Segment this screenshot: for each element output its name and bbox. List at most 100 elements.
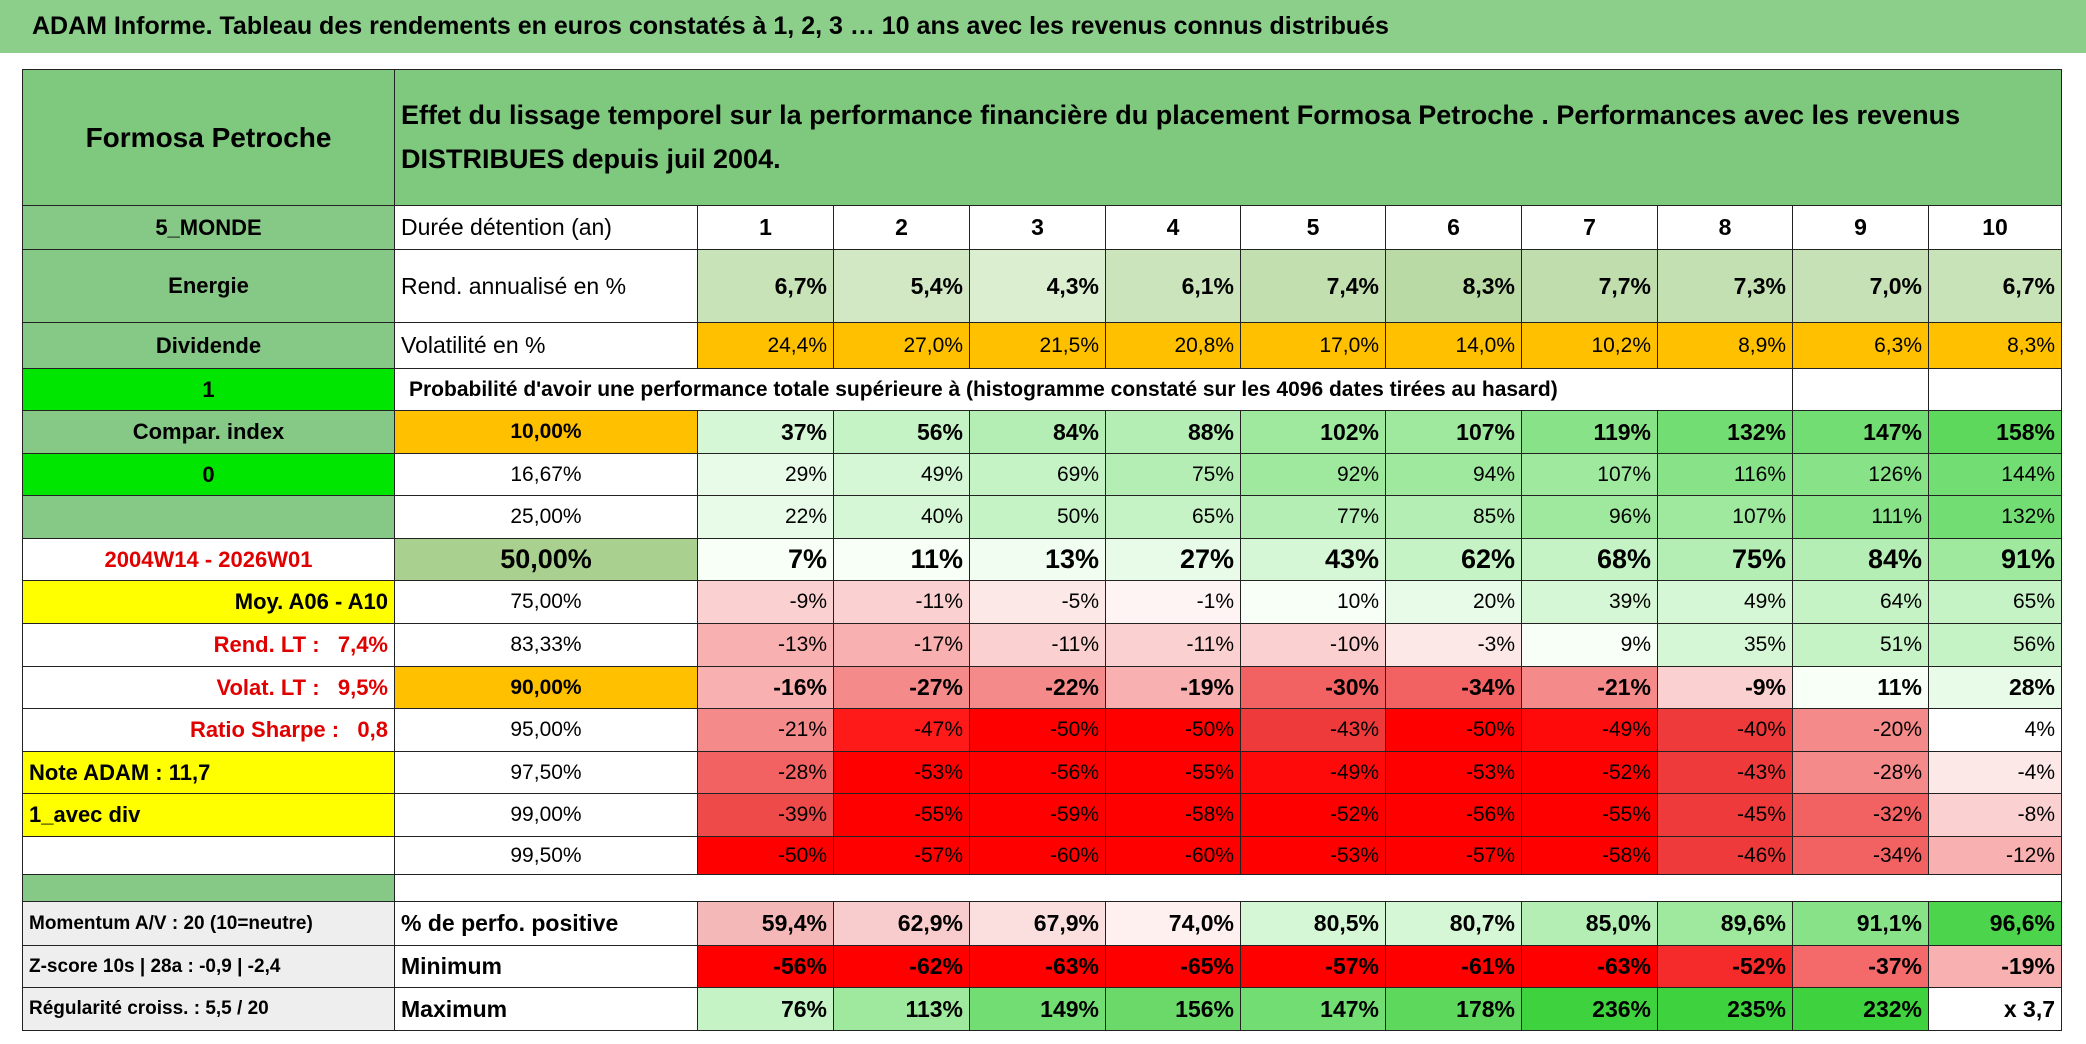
value-cell: 4%: [1929, 709, 2062, 752]
value-cell: 80,5%: [1241, 902, 1386, 946]
value-cell: -43%: [1241, 709, 1386, 752]
value-cell: 22%: [698, 496, 834, 539]
value-cell: -17%: [834, 624, 970, 667]
value-cell: 96,6%: [1929, 902, 2062, 946]
row-label: 10,00%: [395, 411, 698, 454]
value-cell: 91%: [1929, 539, 2062, 581]
value-cell: 76%: [698, 988, 834, 1031]
row-header: Momentum A/V : 20 (10=neutre): [23, 902, 395, 946]
value-cell: 59,4%: [698, 902, 834, 946]
value-cell: 49%: [1658, 581, 1793, 624]
value-cell: 236%: [1522, 988, 1658, 1031]
value-cell: 116%: [1658, 454, 1793, 496]
value-cell: -52%: [1522, 752, 1658, 794]
row-label: Durée détention (an): [395, 206, 698, 250]
value-cell: -49%: [1522, 709, 1658, 752]
value-cell: 6,7%: [1929, 250, 2062, 323]
value-cell: -61%: [1386, 946, 1522, 988]
value-cell: -9%: [698, 581, 834, 624]
value-cell: -50%: [970, 709, 1106, 752]
value-cell: -21%: [1522, 667, 1658, 709]
row-header: Z-score 10s | 28a : -0,9 | -2,4: [23, 946, 395, 988]
value-cell: -45%: [1658, 794, 1793, 837]
value-cell: 9: [1793, 206, 1929, 250]
value-cell: 75%: [1658, 539, 1793, 581]
value-cell: 40%: [834, 496, 970, 539]
value-cell: 56%: [1929, 624, 2062, 667]
value-cell: -32%: [1793, 794, 1929, 837]
value-cell: 6: [1386, 206, 1522, 250]
row-label: 97,50%: [395, 752, 698, 794]
value-cell: 6,1%: [1106, 250, 1241, 323]
row-header: [23, 496, 395, 539]
value-cell: -1%: [1106, 581, 1241, 624]
value-cell: 7,7%: [1522, 250, 1658, 323]
row-header: 2004W14 - 2026W01: [23, 539, 395, 581]
value-cell: 7%: [698, 539, 834, 581]
value-cell: -22%: [970, 667, 1106, 709]
value-cell: -46%: [1658, 837, 1793, 875]
value-cell: 4: [1106, 206, 1241, 250]
row-label: 83,33%: [395, 624, 698, 667]
value-cell: 35%: [1658, 624, 1793, 667]
value-cell: -59%: [970, 794, 1106, 837]
value-cell: 20,8%: [1106, 323, 1241, 369]
value-cell: -19%: [1106, 667, 1241, 709]
value-cell: 147%: [1241, 988, 1386, 1031]
value-cell: 126%: [1793, 454, 1929, 496]
value-cell: -5%: [970, 581, 1106, 624]
value-cell: 39%: [1522, 581, 1658, 624]
value-cell: -37%: [1793, 946, 1929, 988]
value-cell: 158%: [1929, 411, 2062, 454]
value-cell: -50%: [1106, 709, 1241, 752]
value-cell: 8,3%: [1929, 323, 2062, 369]
value-cell: 20%: [1386, 581, 1522, 624]
value-cell: -60%: [1106, 837, 1241, 875]
value-cell: 8,9%: [1658, 323, 1793, 369]
value-cell: 64%: [1793, 581, 1929, 624]
value-cell: -52%: [1241, 794, 1386, 837]
spacer: [395, 875, 2062, 902]
value-cell: 65%: [1929, 581, 2062, 624]
value-cell: -58%: [1106, 794, 1241, 837]
value-cell: -28%: [1793, 752, 1929, 794]
value-cell: x 3,7: [1929, 988, 2062, 1031]
value-cell: 85%: [1386, 496, 1522, 539]
value-cell: -55%: [834, 794, 970, 837]
value-cell: 7: [1522, 206, 1658, 250]
value-cell: -65%: [1106, 946, 1241, 988]
value-cell: 10,2%: [1522, 323, 1658, 369]
row-label: Rend. annualisé en %: [395, 250, 698, 323]
row-label: Minimum: [395, 946, 698, 988]
value-cell: -28%: [698, 752, 834, 794]
value-cell: 2: [834, 206, 970, 250]
value-cell: -11%: [834, 581, 970, 624]
value-cell: 43%: [1241, 539, 1386, 581]
value-cell: -63%: [970, 946, 1106, 988]
value-cell: -58%: [1522, 837, 1658, 875]
value-cell: -55%: [1522, 794, 1658, 837]
value-cell: 149%: [970, 988, 1106, 1031]
value-cell: -9%: [1658, 667, 1793, 709]
value-cell: 21,5%: [970, 323, 1106, 369]
row-label: Volatilité en %: [395, 323, 698, 369]
value-cell: 102%: [1241, 411, 1386, 454]
value-cell: 7,3%: [1658, 250, 1793, 323]
value-cell: -27%: [834, 667, 970, 709]
value-cell: -21%: [698, 709, 834, 752]
value-cell: 56%: [834, 411, 970, 454]
value-cell: -52%: [1658, 946, 1793, 988]
value-cell: -19%: [1929, 946, 2062, 988]
value-cell: -56%: [1386, 794, 1522, 837]
value-cell: 156%: [1106, 988, 1241, 1031]
value-cell: 92%: [1241, 454, 1386, 496]
value-cell: 107%: [1658, 496, 1793, 539]
value-cell: -62%: [834, 946, 970, 988]
value-cell: -53%: [834, 752, 970, 794]
value-cell: -34%: [1386, 667, 1522, 709]
value-cell: 232%: [1793, 988, 1929, 1031]
value-cell: -57%: [1386, 837, 1522, 875]
value-cell: -56%: [698, 946, 834, 988]
value-cell: -13%: [698, 624, 834, 667]
